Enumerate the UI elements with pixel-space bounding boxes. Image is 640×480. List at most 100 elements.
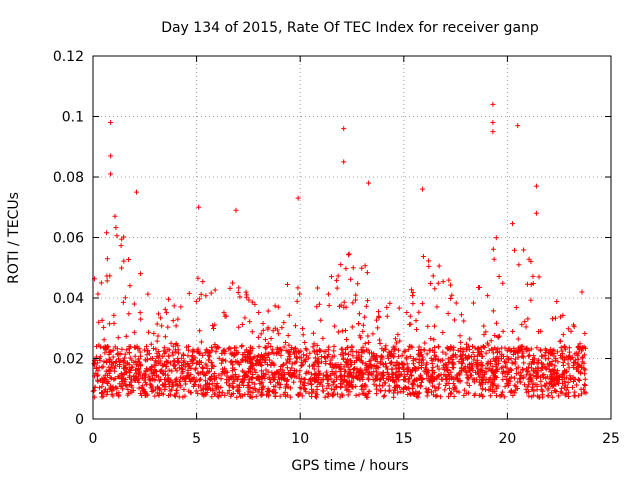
data-point xyxy=(200,390,206,396)
data-point xyxy=(95,378,101,384)
data-point xyxy=(291,370,297,376)
data-point xyxy=(286,312,292,318)
data-point xyxy=(362,263,368,269)
data-point xyxy=(396,305,402,311)
data-point xyxy=(502,363,508,369)
data-point xyxy=(500,328,506,334)
data-point xyxy=(560,332,566,338)
data-point xyxy=(484,340,490,346)
data-point xyxy=(341,299,347,305)
data-point xyxy=(226,387,232,393)
data-point xyxy=(377,388,383,394)
data-point xyxy=(540,353,546,359)
data-point xyxy=(299,362,305,368)
data-point xyxy=(346,251,352,257)
data-point xyxy=(123,370,129,376)
data-point xyxy=(91,387,97,393)
data-point xyxy=(451,317,457,323)
data-point xyxy=(260,384,266,390)
data-point xyxy=(330,393,336,399)
data-point xyxy=(360,322,366,328)
data-point xyxy=(499,345,505,351)
data-point xyxy=(246,379,252,385)
data-point xyxy=(288,347,294,353)
data-point xyxy=(560,380,566,386)
data-point xyxy=(318,348,324,354)
data-point xyxy=(175,355,181,361)
data-point xyxy=(389,371,395,377)
data-point xyxy=(524,281,530,287)
data-point xyxy=(520,350,526,356)
data-point xyxy=(340,350,346,356)
data-point xyxy=(283,383,289,389)
data-point xyxy=(375,372,381,378)
data-point xyxy=(361,349,367,355)
data-point xyxy=(210,363,216,369)
data-point xyxy=(551,353,557,359)
data-point xyxy=(447,385,453,391)
data-point xyxy=(445,310,451,316)
data-point xyxy=(431,337,437,343)
data-point xyxy=(126,343,132,349)
data-point xyxy=(449,374,455,380)
data-point xyxy=(268,379,274,385)
data-point xyxy=(465,364,471,370)
data-point xyxy=(432,384,438,390)
data-point xyxy=(405,347,411,353)
data-point xyxy=(212,341,218,347)
data-point xyxy=(167,360,173,366)
data-point xyxy=(580,354,586,360)
data-point xyxy=(516,370,522,376)
data-point xyxy=(497,349,503,355)
data-point xyxy=(386,383,392,389)
data-point xyxy=(160,354,166,360)
data-point xyxy=(404,372,410,378)
data-point xyxy=(581,366,587,372)
data-point xyxy=(112,376,118,382)
data-point xyxy=(166,367,172,373)
data-point xyxy=(203,293,209,299)
data-point xyxy=(392,387,398,393)
data-point xyxy=(265,341,271,347)
data-point xyxy=(426,347,432,353)
data-point xyxy=(476,379,482,385)
data-point xyxy=(297,385,303,391)
data-point xyxy=(316,360,322,366)
data-point xyxy=(461,318,467,324)
data-point xyxy=(362,314,368,320)
data-point xyxy=(419,301,425,307)
data-point xyxy=(169,368,175,374)
data-point xyxy=(291,349,297,355)
data-point xyxy=(285,369,291,375)
data-point xyxy=(149,384,155,390)
data-point xyxy=(122,295,128,301)
data-point xyxy=(309,371,315,377)
data-point xyxy=(335,329,341,335)
data-point xyxy=(333,362,339,368)
data-point xyxy=(366,377,372,383)
data-point xyxy=(575,344,581,350)
data-point xyxy=(186,388,192,394)
data-point xyxy=(113,225,119,231)
data-point xyxy=(112,368,118,374)
data-point xyxy=(110,393,116,399)
data-point xyxy=(523,324,529,330)
data-point xyxy=(381,393,387,399)
data-point xyxy=(513,371,519,377)
data-point xyxy=(490,101,496,107)
data-point xyxy=(325,391,331,397)
data-point xyxy=(218,376,224,382)
data-point xyxy=(524,389,530,395)
data-point xyxy=(323,369,329,375)
data-point xyxy=(550,316,556,322)
data-point xyxy=(199,364,205,370)
data-point xyxy=(210,322,216,328)
data-point xyxy=(345,392,351,398)
data-point xyxy=(252,381,258,387)
data-point xyxy=(355,355,361,361)
data-point xyxy=(212,391,218,397)
data-point xyxy=(481,323,487,329)
data-point xyxy=(148,341,154,347)
data-point xyxy=(180,367,186,373)
data-point xyxy=(101,337,107,343)
